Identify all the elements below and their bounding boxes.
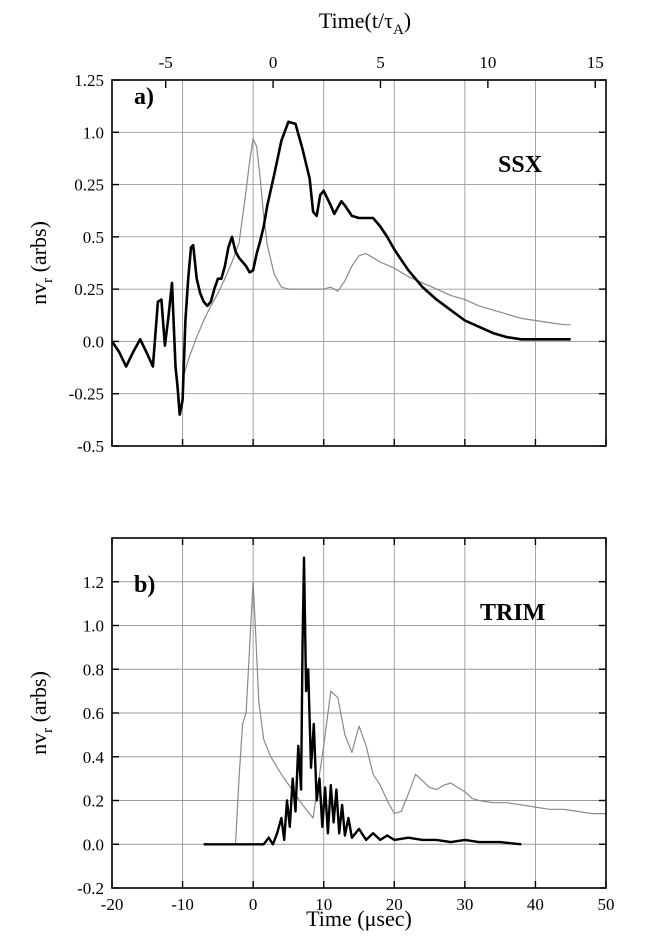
- panel-b: -0.2 0.0 0.2 0.4 0.6 0.8 1.0 1.2 -20 -10 0 10 20 30 40…: [26, 537, 615, 931]
- tick-labels-b: -0.2 0.0 0.2 0.4 0.6 0.8 1.0 1.2 -20 -10 0 10 20 30 40…: [77, 538, 615, 914]
- x-axis-title-b: Time (μsec): [306, 906, 412, 931]
- y-axis-title-b: nvr (arbs): [26, 671, 56, 755]
- series-line-a-1: [182, 138, 571, 380]
- series-line-b-1: [203, 581, 606, 845]
- x-tick-label-b: 0: [249, 895, 258, 914]
- x-tick-label-b: 10: [315, 895, 332, 914]
- top-x-tick-label: 10: [479, 53, 496, 72]
- x-tick-label-b: 30: [456, 895, 473, 914]
- y-tick-label-b: 1.2: [83, 573, 104, 592]
- annotation-trim: TRIM: [480, 600, 545, 626]
- series-line-a-2: [110, 120, 571, 416]
- y-tick-label-b: 0.0: [83, 835, 104, 854]
- top-x-tick-label: 5: [376, 53, 385, 72]
- grid-a: [112, 80, 606, 446]
- series-b: [203, 556, 606, 846]
- y-tick-label-b: 0.8: [83, 660, 104, 679]
- x-tick-label-b: 50: [598, 895, 615, 914]
- y-axis-title-a: nvr (arbs): [26, 221, 56, 305]
- y-tick-label-a: 1.0: [83, 123, 104, 142]
- y-tick-label-a: 0.25: [74, 176, 104, 195]
- y-tick-label-b: 0.4: [83, 748, 105, 767]
- top-x-tick-label: 0: [269, 53, 278, 72]
- plot-frame-a: [111, 79, 607, 447]
- y-tick-label-a: 1.25: [74, 71, 104, 90]
- y-tick-label-b: 0.2: [83, 792, 104, 811]
- panel-label-b: b): [134, 572, 155, 598]
- series-a: [110, 120, 571, 416]
- y-tick-label-a: 0.5: [83, 228, 104, 247]
- y-tick-label-a: -0.5: [77, 437, 104, 456]
- x-tick-label-b: 40: [527, 895, 544, 914]
- top-x-axis-title: Time(t/τA): [319, 8, 411, 38]
- y-tick-label-b: -0.2: [77, 879, 104, 898]
- x-tick-label-b: -20: [101, 895, 124, 914]
- top-x-tick-label: -5: [159, 53, 173, 72]
- x-tick-label-b: 20: [386, 895, 403, 914]
- y-tick-label-a: -0.25: [69, 385, 104, 404]
- panel-label-a: a): [134, 84, 154, 110]
- grid-b: [112, 538, 606, 888]
- y-tick-label-b: 0.6: [83, 704, 104, 723]
- y-tick-label-a: 0.0: [83, 332, 104, 351]
- y-tick-label-a: 0.25: [74, 280, 104, 299]
- annotation-ssx: SSX: [498, 152, 543, 178]
- top-x-tick-label: 15: [587, 53, 604, 72]
- panel-a: Time(t/τA) -0.5 -0.25 0.0 0.25 0.5 0.25 1.0 1.2…: [26, 8, 607, 456]
- y-tick-label-b: 1.0: [83, 617, 104, 636]
- series-line-b-2: [203, 556, 522, 846]
- tick-labels-a: -0.5 -0.25 0.0 0.25 0.5 0.25 1.0 1.25 -5 0 5 10 15: [69, 53, 607, 456]
- x-tick-label-b: -10: [171, 895, 194, 914]
